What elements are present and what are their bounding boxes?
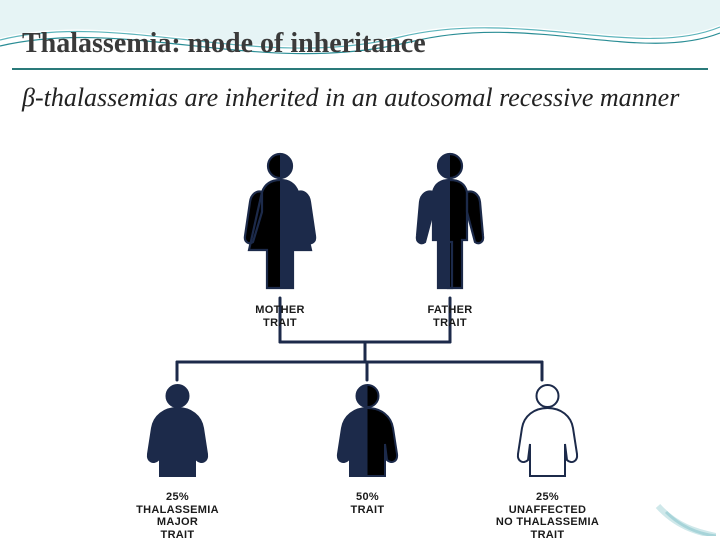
page-title: Thalassemia: mode of inheritance	[22, 28, 426, 60]
figure-mother: MOTHER TRAIT	[235, 150, 325, 329]
figure-child-trait: 50% TRAIT	[320, 382, 415, 516]
subtitle: β-thalassemias are inherited in an autos…	[22, 82, 692, 113]
child-major-label: 25% THALASSEMIA MAJOR TRAIT	[130, 491, 225, 542]
corner-flourish	[646, 496, 716, 536]
father-icon	[405, 150, 495, 295]
child-unaffected-icon	[500, 382, 595, 482]
child-trait-icon	[320, 382, 415, 482]
mother-label: MOTHER TRAIT	[235, 304, 325, 329]
figure-father: FATHER TRAIT	[405, 150, 495, 329]
child-major-icon	[130, 382, 225, 482]
figure-child-major: 25% THALASSEMIA MAJOR TRAIT	[130, 382, 225, 542]
figure-child-unaffected: 25% UNAFFECTED NO THALASSEMIA TRAIT	[495, 382, 600, 542]
mother-icon	[235, 150, 325, 295]
father-label: FATHER TRAIT	[405, 304, 495, 329]
child-trait-label: 50% TRAIT	[320, 491, 415, 516]
inheritance-diagram: MOTHER TRAIT FATHER TRAIT	[95, 150, 620, 520]
title-rule	[12, 68, 708, 70]
child-unaffected-label: 25% UNAFFECTED NO THALASSEMIA TRAIT	[495, 491, 600, 542]
